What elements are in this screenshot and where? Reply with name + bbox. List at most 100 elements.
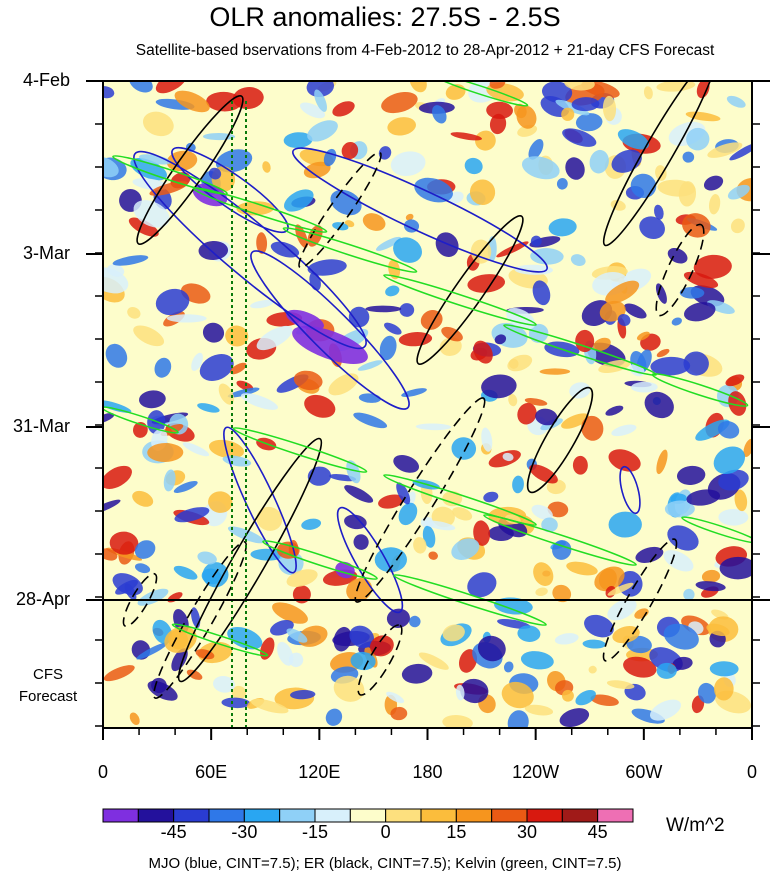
anomaly-blob xyxy=(575,689,596,706)
x-tick-label: 60E xyxy=(195,762,228,782)
colorbar-swatch xyxy=(137,808,175,823)
anomaly-blob xyxy=(293,370,323,391)
anomaly-blob xyxy=(698,682,716,704)
anomaly-blob xyxy=(575,329,595,353)
anomaly-blob xyxy=(332,101,355,117)
anomaly-blob xyxy=(155,288,190,316)
anomaly-blob xyxy=(385,285,400,297)
anomaly-blob xyxy=(481,374,517,399)
anomaly-blob xyxy=(530,235,542,247)
x-tick-label: 120W xyxy=(512,762,560,782)
anomaly-blob xyxy=(535,587,548,597)
anomaly-blob xyxy=(483,491,499,503)
anomaly-blob xyxy=(565,157,585,180)
anomaly-blob xyxy=(535,408,558,426)
anomaly-blob xyxy=(277,641,294,666)
anomaly-blob xyxy=(393,237,422,263)
anomaly-blob xyxy=(559,708,590,728)
anomaly-blob xyxy=(706,623,730,637)
anomaly-blob xyxy=(605,405,624,416)
anomaly-blob xyxy=(221,697,251,709)
colorbar-swatch xyxy=(455,808,493,823)
anomaly-blob xyxy=(562,128,597,147)
anomaly-blob xyxy=(376,236,402,251)
anomaly-blob xyxy=(103,465,132,489)
anomaly-blob xyxy=(685,111,721,122)
anomaly-blob xyxy=(539,368,571,375)
anomaly-blob xyxy=(428,551,438,560)
anomaly-blob xyxy=(301,518,322,530)
kelvin-contour xyxy=(171,623,269,657)
colorbar-tick-label: -45 xyxy=(160,822,187,842)
anomaly-blob xyxy=(390,151,426,177)
colorbar-tick-label: -30 xyxy=(231,822,258,842)
anomaly-blob xyxy=(199,354,234,381)
anomaly-blob xyxy=(727,184,750,200)
anomaly-blob xyxy=(588,665,597,674)
anomaly-blob xyxy=(452,507,473,521)
anomaly-blob xyxy=(467,572,497,598)
anomaly-blob xyxy=(357,360,383,371)
anomaly-blob xyxy=(299,102,326,119)
anomaly-blob xyxy=(517,403,537,425)
kelvin-contour xyxy=(393,574,547,626)
anomaly-blob xyxy=(260,637,275,660)
anomaly-blob xyxy=(208,167,222,180)
x-tick-label: 0 xyxy=(746,762,757,782)
anomaly-blob xyxy=(718,469,749,491)
anomaly-blob xyxy=(272,602,308,624)
anomaly-blob xyxy=(608,511,642,538)
mjo-contour xyxy=(336,506,404,614)
anomaly-blob xyxy=(593,337,611,352)
anomaly-blob xyxy=(341,141,359,160)
anomaly-blob xyxy=(398,502,418,526)
mjo-contour xyxy=(619,465,641,515)
anomaly-blob xyxy=(682,151,695,163)
anomaly-blob xyxy=(644,391,674,419)
kelvin-contour xyxy=(503,324,657,376)
anomaly-blob xyxy=(379,335,397,361)
anomaly-blob xyxy=(401,388,427,397)
kelvin-contour xyxy=(232,427,368,473)
anomaly-blob xyxy=(174,507,210,523)
anomaly-blob xyxy=(489,113,507,135)
anomaly-blob xyxy=(630,381,658,393)
anomaly-blob xyxy=(231,685,247,700)
anomaly-blob xyxy=(292,326,368,364)
anomaly-blob xyxy=(503,661,514,673)
anomaly-blob xyxy=(206,91,242,112)
anomaly-blob xyxy=(353,534,369,550)
anomaly-blob xyxy=(617,129,649,150)
anomaly-blob xyxy=(241,393,279,410)
anomaly-blob xyxy=(353,412,388,429)
anomaly-field xyxy=(103,81,752,728)
anomaly-blob xyxy=(103,86,115,99)
anomaly-blob xyxy=(635,546,664,563)
anomaly-blob xyxy=(569,382,591,399)
er-contour xyxy=(655,223,705,317)
anomaly-blob xyxy=(494,597,533,615)
anomaly-blob xyxy=(388,259,401,280)
anomaly-blob xyxy=(507,354,533,372)
colorbar-tick-label: 30 xyxy=(516,822,538,842)
colorbar-tick-label: 45 xyxy=(587,822,608,842)
anomaly-blob xyxy=(286,569,318,587)
anomaly-blob xyxy=(103,665,135,682)
kelvin-contour xyxy=(262,540,378,580)
anomaly-blob xyxy=(703,175,724,191)
anomaly-blob xyxy=(649,699,682,721)
anomaly-blob xyxy=(405,213,414,221)
anomaly-blob xyxy=(671,317,682,326)
anomaly-blob xyxy=(130,157,168,181)
contour-legend-caption: MJO (blue, CINT=7.5); ER (black, CINT=7.… xyxy=(148,855,622,872)
anomaly-blob xyxy=(333,626,352,652)
anomaly-blob xyxy=(469,179,496,205)
kelvin-contour xyxy=(103,406,179,434)
anomaly-blob xyxy=(650,356,691,376)
anomaly-blob xyxy=(528,323,549,343)
anomaly-blob xyxy=(512,475,524,494)
kelvin-contour xyxy=(383,274,537,326)
anomaly-blob xyxy=(365,305,402,313)
anomaly-blob xyxy=(695,581,726,592)
x-tick-label: 0 xyxy=(97,762,108,782)
